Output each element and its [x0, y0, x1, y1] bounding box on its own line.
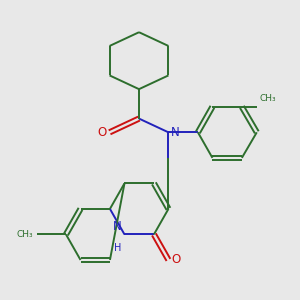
- Text: H: H: [114, 243, 121, 253]
- Text: O: O: [97, 126, 106, 139]
- Text: N: N: [112, 220, 121, 233]
- Text: O: O: [172, 254, 181, 266]
- Text: CH₃: CH₃: [260, 94, 277, 103]
- Text: CH₃: CH₃: [17, 230, 33, 239]
- Text: N: N: [171, 126, 180, 139]
